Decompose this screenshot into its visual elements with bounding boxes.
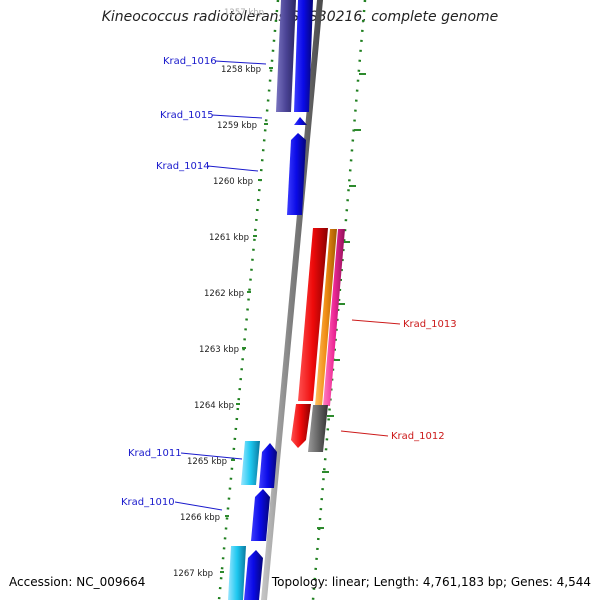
kbp-label: 1258 kbp [221, 65, 261, 75]
genome-backbone [261, 0, 323, 600]
kbp-label: 1266 kbp [180, 513, 220, 523]
kbp-label: 1261 kbp [209, 233, 249, 243]
kbp-scale: 1257 kbp 1258 kbp 1259 kbp 1260 kbp 1261… [173, 8, 264, 579]
gene-krad-1015[interactable] [294, 117, 307, 125]
gene-krad-1013[interactable] [298, 228, 328, 401]
gene-krad-1012-red[interactable] [291, 404, 311, 448]
right-leader-lines [340, 319, 401, 437]
gene-krad-1009-a[interactable] [228, 546, 246, 600]
kbp-label: 1265 kbp [187, 457, 227, 467]
gene-krad-1014[interactable] [287, 133, 306, 215]
gene-krad-1013-orange[interactable] [315, 229, 337, 406]
gene-label-krad-1014[interactable]: Krad_1014 [156, 161, 210, 172]
kbp-label: 1264 kbp [194, 401, 234, 411]
gene-krad-1011-a[interactable] [241, 441, 260, 485]
genome-summary-text: Topology: linear; Length: 4,761,183 bp; … [271, 575, 591, 589]
gene-label-krad-1010[interactable]: Krad_1010 [121, 497, 175, 508]
kbp-label: 1262 kbp [204, 289, 244, 299]
gene-krad-1012[interactable] [308, 405, 328, 452]
gene-krad-1011[interactable] [259, 443, 277, 488]
gene-krad-1010[interactable] [251, 489, 270, 541]
kbp-label: 1260 kbp [213, 177, 253, 187]
gene-krad-1013-pink[interactable] [323, 229, 345, 406]
right-tick-marks [317, 73, 366, 529]
kbp-label: 1263 kbp [199, 345, 239, 355]
gene-label-krad-1013[interactable]: Krad_1013 [403, 319, 457, 330]
kbp-label: 1257 kbp [224, 8, 264, 18]
gene-krad-1016-partner[interactable] [294, 0, 313, 112]
gene-label-krad-1015[interactable]: Krad_1015 [160, 110, 214, 121]
gene-krad-1016[interactable] [276, 0, 296, 112]
gene-krad-1009[interactable] [244, 550, 263, 600]
left-tick-marks [220, 67, 273, 573]
accession-text: Accession: NC_009664 [9, 575, 146, 589]
gene-label-krad-1012[interactable]: Krad_1012 [391, 431, 445, 442]
kbp-label: 1267 kbp [173, 569, 213, 579]
left-leader-lines [174, 60, 267, 511]
right-dotted-boundary [311, 0, 367, 600]
gene-label-krad-1016[interactable]: Krad_1016 [163, 56, 217, 67]
gene-label-krad-1011[interactable]: Krad_1011 [128, 448, 182, 459]
kbp-label: 1259 kbp [217, 121, 257, 131]
left-dotted-boundary [217, 0, 280, 600]
